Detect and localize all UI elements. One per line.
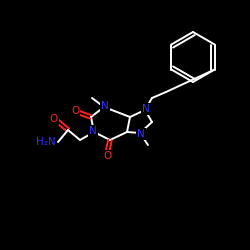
Text: O: O	[71, 106, 79, 116]
Text: N: N	[101, 101, 109, 111]
Text: N: N	[137, 129, 145, 139]
Text: N: N	[142, 104, 150, 114]
Text: N: N	[89, 126, 97, 136]
Text: H₂N: H₂N	[36, 137, 56, 147]
Text: O: O	[104, 151, 112, 161]
Text: O: O	[50, 114, 58, 124]
